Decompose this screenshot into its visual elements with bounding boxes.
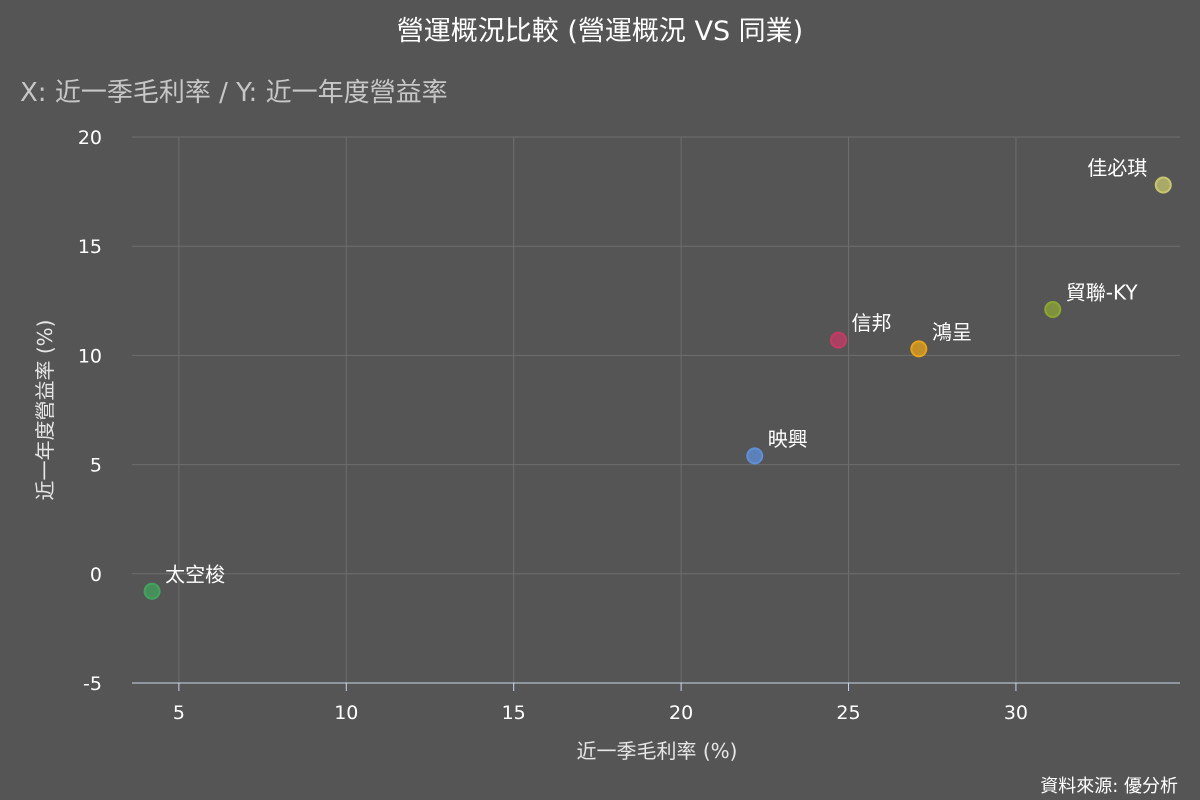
x-tick-label: 10 — [334, 702, 358, 724]
x-tick-label: 25 — [836, 702, 860, 724]
data-points: 太空梭 映興 信邦 鴻呈 貿聯-KY 佳必琪 — [143, 156, 1172, 600]
x-tick-label: 15 — [502, 702, 526, 724]
y-tick-label: 15 — [78, 236, 102, 258]
data-point[interactable] — [910, 340, 928, 358]
data-point[interactable] — [1044, 301, 1062, 319]
data-point[interactable] — [1154, 176, 1172, 194]
y-axis-label: 近一年度營益率 (%) — [33, 320, 57, 501]
grid — [132, 136, 1180, 683]
source-credit: 資料來源: 優分析 — [1040, 776, 1178, 797]
data-point[interactable] — [746, 447, 764, 465]
data-point-label: 佳必琪 — [1087, 156, 1147, 180]
data-point-label: 信邦 — [851, 311, 891, 335]
y-tick-label: 5 — [90, 455, 102, 477]
data-point-label: 鴻呈 — [932, 320, 972, 344]
data-point-label: 貿聯-KY — [1066, 281, 1139, 305]
data-point-label: 映興 — [768, 427, 808, 451]
data-point-label: 太空梭 — [165, 562, 225, 586]
data-point[interactable] — [829, 331, 847, 349]
x-tick-label: 5 — [173, 702, 185, 724]
chart-title: 營運概況比較 (營運概況 VS 同業) — [397, 16, 803, 47]
chart-subtitle: X: 近一季毛利率 / Y: 近一年度營益率 — [20, 78, 448, 108]
axes: -5 0 5 10 15 20 5 10 15 20 25 30 — [78, 127, 1180, 724]
y-tick-label: 0 — [90, 564, 102, 586]
y-tick-label: -5 — [83, 673, 102, 695]
y-tick-label: 10 — [78, 345, 102, 367]
data-point[interactable] — [143, 582, 161, 600]
y-tick-label: 20 — [78, 127, 102, 149]
x-axis-label: 近一季毛利率 (%) — [577, 739, 738, 763]
x-tick-label: 20 — [669, 702, 693, 724]
x-tick-label: 30 — [1004, 702, 1028, 724]
